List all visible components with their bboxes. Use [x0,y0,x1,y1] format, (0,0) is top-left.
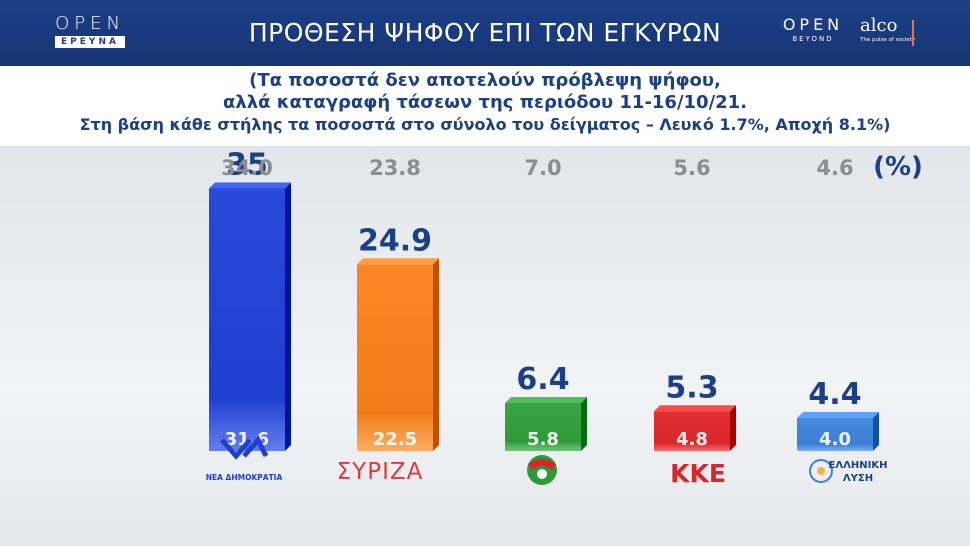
open-erevna-logo: OPEN ΕΡΕΥΝΑ [55,14,125,48]
el-circle-icon [809,459,833,483]
alco-accent-bar [912,20,914,46]
total-sample-label-syriza: 23.8 [369,156,421,180]
nd-logo-text: ΝΕΑ ΔΗΜΟΚΡΑΤΙΑ [206,473,283,482]
total-sample-label-kinal: 7.0 [524,156,561,180]
bar-value-label-nd: 35 [226,148,268,183]
el-logo-line-2: ΛΥΣΗ [843,473,873,484]
bar-side-elliniki-lysi [873,412,879,451]
kinal-dot-icon [537,469,547,479]
el-sun-icon [817,467,825,475]
bar-chart: (%) 3531.634.024.922.523.86.45.87.05.34.… [206,148,923,489]
bar-top-kke [654,405,736,412]
kinal-logo [527,455,557,485]
total-sample-label-kke: 5.6 [673,156,710,180]
bar-side-nd [285,182,291,451]
syriza-logo-text: ΣΥΡΙΖΑ [337,459,424,485]
el-logo-line-1: ΕΛΛΗΝΙΚΗ [829,460,888,471]
subtitle-line-3: Στη βάση κάθε στήλης τα ποσοστά στο σύνο… [79,115,891,134]
alco-name: alco [860,15,898,36]
beyond-open-text: OPEN [782,15,844,34]
bar-top-nd [209,182,291,189]
nea-dimokratia-logo: ΝΕΑ ΔΗΜΟΚΡΑΤΙΑ [206,435,283,482]
bar-value-label-kinal: 6.4 [516,362,569,397]
bar-side-kke [730,405,736,451]
nd-mark-icon [220,435,269,460]
bar-side-syriza [433,258,439,451]
header-bar: OPEN ΕΡΕΥΝΑ ΠΡΟΘΕΣΗ ΨΗΦΟΥ ΕΠΙ ΤΩΝ ΕΓΚΥΡΩ… [0,0,970,66]
bar-elliniki-lysi [797,418,873,451]
bar-value-label-kke: 5.3 [665,370,718,405]
alco-tagline: The pulse of society [860,37,916,43]
bar-kke [654,411,730,451]
bar-kinal [505,403,581,451]
beyond-text: BEYOND [792,35,834,43]
bar-value-label-elliniki-lysi: 4.4 [808,377,861,412]
bar-top-kinal [505,397,587,403]
subtitle-box: (Τα ποσοστά δεν αποτελούν πρόβλεψη ψήφου… [0,66,970,146]
bar-inner-label-kke: 4.8 [676,429,708,450]
page-title: ΠΡΟΘΕΣΗ ΨΗΦΟΥ ΕΠΙ ΤΩΝ ΕΓΚΥΡΩΝ [248,18,722,47]
bar-inner-label-syriza: 22.5 [373,429,417,450]
kinal-sun-icon [528,459,556,470]
alco-logo: alco The pulse of society [860,16,915,44]
unit-label: (%) [873,152,923,182]
bar-nd [209,188,285,451]
total-sample-label-elliniki-lysi: 4.6 [816,156,853,180]
subtitle-line-2: αλλά καταγραφή τάσεων της περιόδου 11-16… [222,92,748,113]
logo-open-text: OPEN [55,13,125,34]
bar-value-label-syriza: 24.9 [358,223,432,258]
total-sample-label-nd: 34.0 [221,156,273,180]
bar-inner-label-kinal: 5.8 [527,429,559,450]
bar-syriza [357,264,433,451]
elliniki-lysi-logo: ΕΛΛΗΝΙΚΗ ΛΥΣΗ [809,459,888,484]
bar-top-elliniki-lysi [797,412,879,418]
bar-side-kinal [581,397,587,451]
kke-logo-text: ΚΚΕ [670,459,726,488]
bar-top-syriza [357,258,439,265]
bar-inner-label-elliniki-lysi: 4.0 [819,429,851,450]
logo-erevna-text: ΕΡΕΥΝΑ [55,36,125,48]
open-beyond-logo: OPEN BEYOND [780,16,846,44]
chart-area: (%) 35 31.6 34.0 24.9 22.5 23.8 6.4 5.8 7.0 5.3 4.… [0,146,970,546]
subtitle-line-1: (Τα ποσοστά δεν αποτελούν πρόβλεψη ψήφου… [249,70,721,91]
